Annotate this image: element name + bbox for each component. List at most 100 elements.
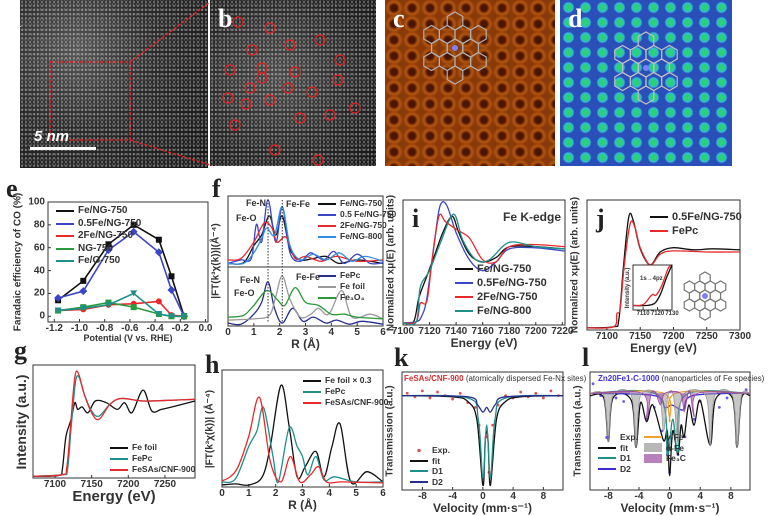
chart-i: [402, 199, 566, 326]
x-tick-label: 7100: [595, 331, 619, 342]
legend-label: γ-Fe: [665, 432, 684, 442]
chart-j_inset: [632, 264, 673, 311]
legend-label: FeSAs/CNF-900: [325, 397, 389, 407]
series-fe-g-750-point: [130, 290, 138, 297]
legend-item: D2: [410, 477, 443, 488]
chart-e: [47, 201, 209, 323]
legend-item: NG-750: [56, 243, 113, 256]
x-tick-label: 7120: [650, 311, 665, 317]
x-tick-label: 7250: [153, 479, 177, 490]
scale-bar-label: 5 nm: [34, 128, 70, 145]
legend-h: Fe foil × 0.3 FePc FeSAs/CNF-900: [303, 375, 388, 408]
panel-label-g: g: [14, 336, 27, 365]
series-exp--point: [491, 423, 495, 427]
series-fe-g-750-point: [79, 305, 87, 312]
y-axis-label: Transmission (a.u.): [572, 385, 584, 477]
legend-item: 0.5Fe/NG-750: [455, 276, 547, 290]
k-title-note: (atomically dispersed Fe-Nx sites): [465, 374, 587, 383]
legend-label: FePc: [132, 453, 153, 463]
chart-k: [401, 371, 564, 491]
legend-swatch: [650, 230, 668, 232]
legend-item: FePc: [650, 224, 698, 238]
legend-label: 2Fe/NG-750: [340, 220, 387, 230]
series-0-5fe-ng-750-point: [129, 227, 138, 236]
series-exp--point: [436, 390, 439, 394]
annotation-fe-n-lower: Fe-N: [240, 275, 260, 285]
legend-label: 0.5Fe/NG-750: [78, 217, 142, 229]
legend-item: Fe₃O₄: [318, 292, 365, 303]
legend-item: FeSAs/CNF-900: [303, 397, 388, 408]
legend-swatch: [318, 296, 336, 299]
x-tick-label: -4: [448, 491, 458, 502]
series-fe-g-750-point: [180, 313, 188, 320]
x-tick-label: 1: [246, 488, 252, 499]
x-tick-label: -1.2: [45, 323, 63, 334]
k-title-sample: FeSAs/CNF-900: [404, 374, 464, 383]
x-tick-label: 7120: [418, 326, 441, 337]
legend-swatch: [650, 216, 668, 218]
series-fe-g-750-point: [54, 307, 62, 314]
k-title: FeSAs/CNF-900 (atomically dispersed Fe-N…: [404, 374, 586, 383]
legend-item: D1: [598, 453, 631, 464]
chart-g: [32, 364, 196, 479]
panel-label-f: f: [212, 174, 221, 203]
series-fepc-line: [586, 220, 741, 329]
y-axis-label: |FT(k³χ(k))| (Å⁻⁴): [204, 389, 216, 468]
legend-item: 2Fe/NG-750: [56, 230, 133, 243]
x-axis-label: R (Å): [288, 498, 317, 512]
legend-item: Exp.: [410, 445, 450, 456]
x-tick-label: 3: [302, 327, 309, 338]
legend-swatch: [455, 282, 473, 284]
x-tick-label: 4: [328, 327, 335, 338]
x-tick-label: 7220: [551, 326, 574, 337]
x-tick-label: 7300: [728, 331, 752, 342]
l-title-note: (nanoparticles of Fe species): [661, 374, 765, 383]
panel-label-k: k: [394, 343, 409, 372]
legend-swatch: [56, 235, 74, 238]
x-tick-label: 7200: [662, 331, 685, 342]
legend-swatch: [56, 222, 74, 225]
series-0-5fe-ng-750-point: [79, 287, 88, 296]
legend-swatch: [643, 443, 662, 453]
series-fit-line: [401, 394, 564, 486]
x-tick-label: 2: [276, 327, 283, 338]
annotation-fe-k-edge: Fe K-edge: [503, 210, 562, 224]
annotation-fe-o-lower: Fe-O: [234, 288, 255, 298]
series-fepc-line: [221, 406, 384, 484]
series-fe-ng-750-point: [130, 221, 137, 228]
x-tick-label: -4: [634, 491, 644, 502]
legend-swatch: [318, 213, 336, 216]
series-fesas-cnf-900-line: [221, 396, 384, 484]
series-0-5fe-ng-750-line: [632, 264, 673, 307]
series-d2-line: [401, 394, 564, 413]
legend-swatch: [56, 247, 74, 250]
x-tick-label: 2: [272, 488, 279, 499]
x-tick-label: 7140: [444, 326, 468, 337]
legend-label: fit: [432, 455, 441, 466]
legend-f_lower: FePc Fe foil Fe₃O₄: [318, 270, 365, 303]
legend-k: Exp. fit D1 D2: [410, 445, 450, 487]
single-atom-marker: [312, 154, 324, 166]
y-tick-label: 40: [33, 265, 45, 277]
series-exp--point: [614, 396, 618, 400]
legend-l: Exp. fit D1 D2 γ-Fe α-Fe Fe₃C: [598, 432, 686, 474]
legend-item: γ-Fe: [643, 432, 684, 443]
legend-label: D2: [432, 476, 443, 487]
legend-g: Fe foil FePc FeSAs/CNF-900: [110, 442, 195, 475]
series-exp--point: [591, 382, 595, 386]
x-tick-label: 7100: [391, 326, 415, 337]
series-exp--point: [541, 396, 545, 400]
legend-label: D1: [620, 453, 631, 463]
legend-label: Fe/NG-750: [477, 263, 532, 275]
x-tick-label: 7160: [471, 326, 494, 337]
zoom-line-bottom: [129, 139, 211, 166]
annotation-fe-fe: Fe-Fe: [286, 199, 311, 209]
x-tick-label: 6: [380, 327, 386, 338]
single-atom-marker: [294, 112, 306, 124]
legend-item: 2Fe/NG-750: [318, 220, 387, 231]
legend-swatch: [318, 274, 336, 277]
legend-label: Fe foil: [340, 281, 366, 291]
single-atom-marker: [324, 109, 336, 121]
series-exp--point: [725, 396, 729, 400]
series-0-5fe-ng-750-point: [167, 286, 176, 294]
